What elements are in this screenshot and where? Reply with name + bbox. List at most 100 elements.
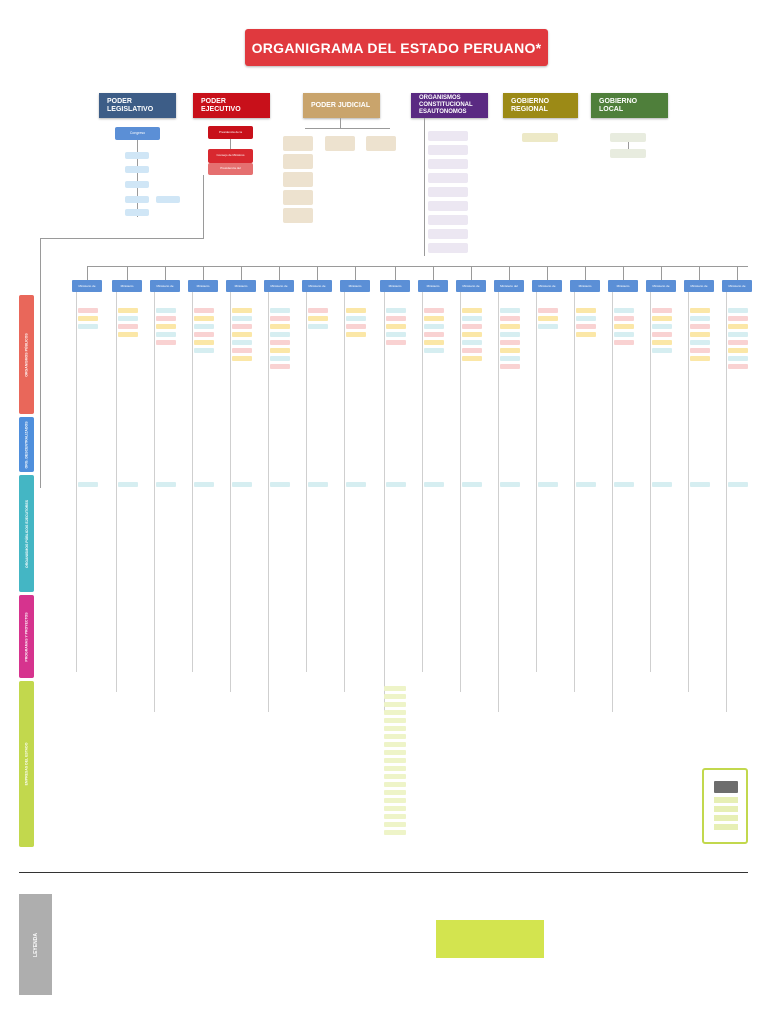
ministry-entity: [690, 348, 710, 353]
ministry-entity: [614, 324, 634, 329]
ministry-header: Ministerio de: [264, 280, 294, 292]
ministry-entity: [462, 340, 482, 345]
ministry-header: Ministerio de: [722, 280, 752, 292]
ministry-entity: [386, 340, 406, 345]
ministry-entity: [270, 308, 290, 313]
ministry-entity: [728, 324, 748, 329]
ministry-entity: [728, 348, 748, 353]
ministry-header: Ministerio de: [646, 280, 676, 292]
ministry-header: Ministerio: [608, 280, 638, 292]
ministry-header: Ministerio: [380, 280, 410, 292]
ministry-entity: [194, 308, 214, 313]
ministry-entity: [690, 332, 710, 337]
congreso-box: Congreso: [115, 127, 160, 140]
ministry-entity: [424, 340, 444, 345]
ministry-entity: [500, 348, 520, 353]
ministry-entity: [232, 316, 252, 321]
ministry-entity: [652, 316, 672, 321]
ministry-entity: [386, 332, 406, 337]
ministry-entity: [270, 356, 290, 361]
ministry-entity: [308, 308, 328, 313]
ministry-entity: [156, 340, 176, 345]
ministry-entity: [232, 340, 252, 345]
ministry-entity: [232, 308, 252, 313]
ministry-entity: [118, 316, 138, 321]
ministry-header: Ministerio de: [72, 280, 102, 292]
ministry-entity: [462, 308, 482, 313]
ministry-entity: [386, 324, 406, 329]
ministry-entity: [614, 316, 634, 321]
ministry-entity: [576, 332, 596, 337]
ministry-entity: [424, 332, 444, 337]
ministry-entity: [270, 324, 290, 329]
ministry-entity: [652, 340, 672, 345]
ministry-entity: [156, 308, 176, 313]
chart-title: ORGANIGRAMA DEL ESTADO PERUANO*: [245, 29, 548, 66]
ministry-entity: [270, 348, 290, 353]
ministry-entity: [346, 308, 366, 313]
ministry-entity: [500, 308, 520, 313]
ministry-entity: [78, 316, 98, 321]
legend-swatch: [436, 920, 544, 958]
power-ejecutivo: PODER EJECUTIVO: [193, 93, 270, 118]
ministry-entity: [118, 332, 138, 337]
ministry-entity: [462, 348, 482, 353]
ministry-entity: [232, 356, 252, 361]
ministry-entity: [118, 324, 138, 329]
ministry-entity: [690, 316, 710, 321]
ministry-entity: [156, 316, 176, 321]
ministry-header: Ministerio: [226, 280, 256, 292]
ministry-entity: [462, 316, 482, 321]
ministry-header: Ministerio: [188, 280, 218, 292]
ministry-entity: [690, 340, 710, 345]
ministry-entity: [576, 308, 596, 313]
ministry-entity: [156, 332, 176, 337]
ministry-header: Ministerio de: [684, 280, 714, 292]
ministry-entity: [270, 340, 290, 345]
ministry-entity: [614, 340, 634, 345]
ministry-entity: [308, 316, 328, 321]
ministry-entity: [308, 324, 328, 329]
power-judicial: PODER JUDICIAL: [303, 93, 380, 118]
ministry-entity: [424, 308, 444, 313]
ministry-header: Ministerio: [340, 280, 370, 292]
ministry-header: Ministerio del: [494, 280, 524, 292]
ministry-header: Ministerio de: [150, 280, 180, 292]
ministry-entity: [500, 340, 520, 345]
ministry-entity: [690, 356, 710, 361]
ministry-entity: [78, 324, 98, 329]
ministry-entity: [538, 324, 558, 329]
ministry-entity: [194, 340, 214, 345]
inset-legend: [702, 768, 748, 844]
ministry-entity: [652, 324, 672, 329]
ministry-entity: [500, 324, 520, 329]
ministry-entity: [728, 316, 748, 321]
ministry-header: Ministerio de: [302, 280, 332, 292]
ministry-entity: [728, 332, 748, 337]
ministry-entity: [346, 316, 366, 321]
pcm-box: Presidencia del: [208, 163, 253, 175]
ministry-entity: [728, 308, 748, 313]
ministry-entity: [576, 316, 596, 321]
ministry-header: Ministerio de: [532, 280, 562, 292]
legend-bar: LEYENDA: [19, 894, 52, 995]
ministry-entity: [194, 348, 214, 353]
ministry-entity: [156, 324, 176, 329]
ministry-entity: [424, 324, 444, 329]
power-local: GOBIERNO LOCAL: [591, 93, 668, 118]
ministry-entity: [728, 364, 748, 369]
ministry-entity: [386, 316, 406, 321]
ministry-entity: [424, 316, 444, 321]
ministry-entity: [576, 324, 596, 329]
consejo-box: Consejo de Ministros: [208, 149, 253, 163]
ministry-entity: [386, 308, 406, 313]
ministry-entity: [194, 324, 214, 329]
ministry-entity: [194, 332, 214, 337]
ministry-entity: [652, 348, 672, 353]
ministry-entity: [424, 348, 444, 353]
ministry-entity: [690, 308, 710, 313]
ministry-entity: [270, 316, 290, 321]
ministry-entity: [614, 308, 634, 313]
ministry-entity: [232, 332, 252, 337]
ministry-entity: [614, 332, 634, 337]
